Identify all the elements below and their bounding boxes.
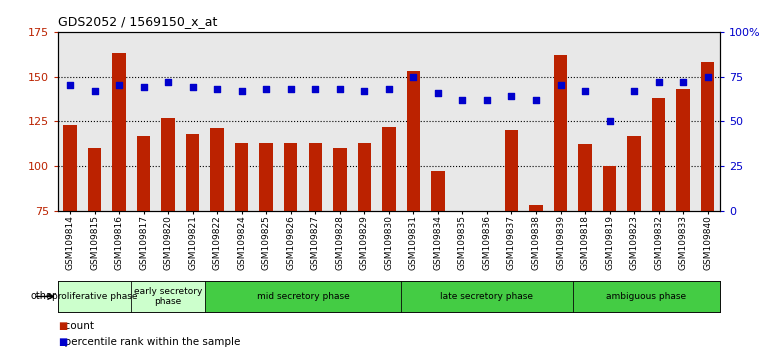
Point [162,79,174,85]
Point [211,86,223,92]
Text: ■: ■ [59,337,68,347]
Bar [382,127,396,211]
Bar [309,143,322,211]
Bar [132,281,205,312]
Point [407,74,420,79]
Point [677,79,689,85]
Point [628,88,641,94]
Bar [529,205,543,211]
Bar [162,118,175,211]
Point [457,97,469,103]
Text: ambiguous phase: ambiguous phase [606,292,686,301]
Bar [186,134,199,211]
Point [505,93,517,99]
Bar [58,281,132,312]
Text: mid secretory phase: mid secretory phase [256,292,350,301]
Text: GDS2052 / 1569150_x_at: GDS2052 / 1569150_x_at [58,15,217,28]
Bar [628,136,641,211]
Point [701,74,714,79]
Point [383,86,395,92]
Text: proliferative phase: proliferative phase [52,292,137,301]
Bar [554,55,567,211]
Bar [701,62,715,211]
Bar [88,148,102,211]
Bar [112,53,126,211]
Point [480,97,493,103]
Bar [284,143,297,211]
Point [530,97,542,103]
Point [236,88,248,94]
Bar [676,89,690,211]
Text: late secretory phase: late secretory phase [440,292,534,301]
Point [432,90,444,96]
Bar [401,281,573,312]
Bar [573,281,720,312]
Point [554,82,567,88]
Point [358,88,370,94]
Text: ■: ■ [59,321,68,331]
Point [64,82,76,88]
Text: count: count [58,321,94,331]
Bar [333,148,347,211]
Point [652,79,665,85]
Bar [603,166,616,211]
Point [186,85,199,90]
Bar [210,129,224,211]
Point [260,86,273,92]
Text: percentile rank within the sample: percentile rank within the sample [58,337,240,347]
Point [89,88,101,94]
Bar [652,98,665,211]
Point [333,86,346,92]
Text: early secretory
phase: early secretory phase [134,287,203,306]
Point [604,118,616,124]
Bar [235,143,249,211]
Point [113,82,126,88]
Text: other: other [31,291,56,302]
Bar [505,130,518,211]
Bar [357,143,371,211]
Bar [63,125,77,211]
Point [579,88,591,94]
Bar [259,143,273,211]
Bar [431,171,444,211]
Bar [137,136,150,211]
Bar [407,71,420,211]
Bar [578,144,592,211]
Point [309,86,321,92]
Point [137,85,149,90]
Point [285,86,297,92]
Bar [205,281,401,312]
